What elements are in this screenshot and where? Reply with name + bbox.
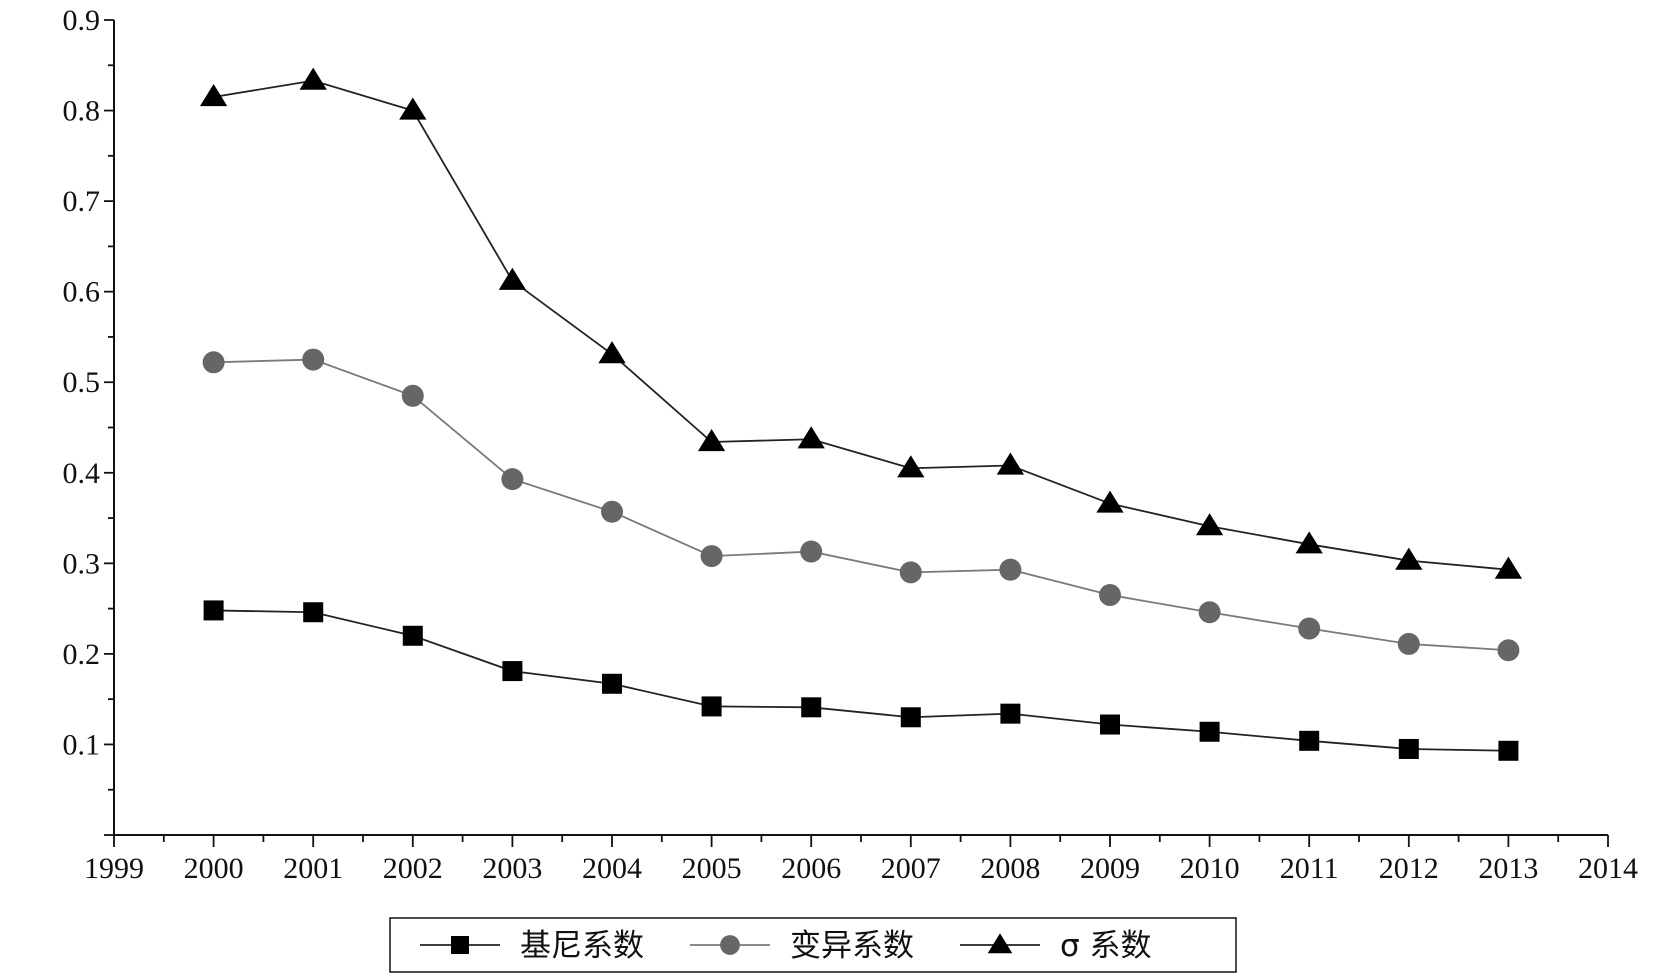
square-point xyxy=(502,661,523,682)
x-tick-labels: 1999 2000 2001 2002 2003 2004 2005 2006 2007 2008… xyxy=(84,852,1638,885)
triangle-point xyxy=(199,83,228,107)
x-tick-label: 1999 xyxy=(84,852,144,885)
circle-point xyxy=(1198,601,1221,624)
square-point xyxy=(900,707,921,728)
triangle-point xyxy=(1395,547,1423,570)
y-tick-label: 0.6 xyxy=(63,276,101,309)
triangle-point xyxy=(996,452,1025,475)
legend-item-3: σ 系数 xyxy=(960,928,1152,964)
triangle-point xyxy=(399,97,427,120)
y-tick-label: 0.2 xyxy=(63,638,101,671)
series-2 xyxy=(202,348,1520,662)
circle-point xyxy=(401,384,424,407)
x-tick-label: 2011 xyxy=(1280,852,1339,885)
circle-point xyxy=(800,540,823,563)
square-point xyxy=(303,602,324,623)
circle-point xyxy=(899,561,922,584)
y-tick-label: 0.3 xyxy=(63,547,101,580)
legend-item-1: 基尼系数 xyxy=(420,928,644,964)
legend: 基尼系数 变异系数 σ 系数 xyxy=(389,917,1237,973)
square-point xyxy=(1100,714,1120,735)
x-tick-label: 2002 xyxy=(383,852,443,885)
square-point xyxy=(701,696,722,717)
y-tick-label: 0.5 xyxy=(63,366,101,399)
triangle-point xyxy=(797,426,825,449)
circle-point xyxy=(1397,632,1420,655)
triangle-point xyxy=(697,428,726,452)
circle-point xyxy=(501,468,524,491)
y-tick-labels: 0.1 0.2 0.3 0.4 0.5 0.6 0.7 0.8 0.9 xyxy=(63,4,101,761)
x-tick-label: 2007 xyxy=(881,852,941,885)
triangle-point xyxy=(1295,531,1323,554)
series-line xyxy=(213,609,1509,752)
legend-label: σ 系数 xyxy=(1060,928,1152,964)
circle-point xyxy=(1099,584,1121,607)
series-layer xyxy=(199,67,1523,761)
circle-point xyxy=(700,545,723,568)
series-1 xyxy=(203,600,1519,761)
circle-point xyxy=(302,348,325,371)
series-line xyxy=(213,79,1509,571)
circle-point xyxy=(999,558,1022,581)
triangle-point xyxy=(1195,513,1224,536)
x-tick-label: 2001 xyxy=(283,852,343,885)
legend-item-2: 变异系数 xyxy=(690,928,914,964)
legend-triangle-marker xyxy=(987,933,1013,954)
legend-circle-marker xyxy=(720,935,740,955)
x-tick-label: 2013 xyxy=(1478,852,1538,885)
x-tick-label: 2003 xyxy=(482,852,542,885)
triangle-point xyxy=(1494,556,1523,579)
x-tick-label: 2005 xyxy=(682,852,742,885)
x-tick-label: 2009 xyxy=(1080,852,1140,885)
triangle-point xyxy=(897,455,925,478)
y-tick-label: 0.7 xyxy=(63,185,101,218)
square-point xyxy=(1498,740,1519,761)
triangle-point xyxy=(299,67,327,90)
y-tick-label: 0.8 xyxy=(63,95,101,128)
y-tick-label: 0.1 xyxy=(63,728,101,761)
series-3 xyxy=(199,67,1523,579)
triangle-point xyxy=(1096,490,1124,513)
square-point xyxy=(602,673,622,694)
square-point xyxy=(402,625,423,646)
legend-square-marker xyxy=(451,936,469,954)
axes xyxy=(104,19,1609,847)
x-tick-label: 2006 xyxy=(781,852,841,885)
x-tick-label: 2004 xyxy=(582,852,642,885)
square-point xyxy=(801,697,822,718)
y-tick-label: 0.4 xyxy=(63,457,101,490)
square-point xyxy=(1199,721,1220,742)
x-tick-label: 2012 xyxy=(1379,852,1439,885)
series-line xyxy=(213,358,1509,652)
triangle-point xyxy=(598,341,626,364)
square-point xyxy=(203,600,224,621)
square-point xyxy=(1000,703,1021,724)
circle-point xyxy=(601,500,623,523)
circle-point xyxy=(202,351,225,374)
square-point xyxy=(1398,738,1419,759)
legend-label: 基尼系数 xyxy=(520,928,644,964)
x-tick-label: 2000 xyxy=(184,852,244,885)
x-tick-label: 2010 xyxy=(1180,852,1240,885)
circle-point xyxy=(1497,639,1520,662)
legend-box xyxy=(389,917,1237,973)
circle-point xyxy=(1298,617,1321,640)
x-tick-label: 2008 xyxy=(980,852,1040,885)
square-point xyxy=(1299,730,1320,751)
x-tick-label: 2014 xyxy=(1578,852,1638,885)
legend-label: 变异系数 xyxy=(790,928,914,964)
y-tick-label: 0.9 xyxy=(63,4,101,37)
triangle-point xyxy=(498,267,527,290)
